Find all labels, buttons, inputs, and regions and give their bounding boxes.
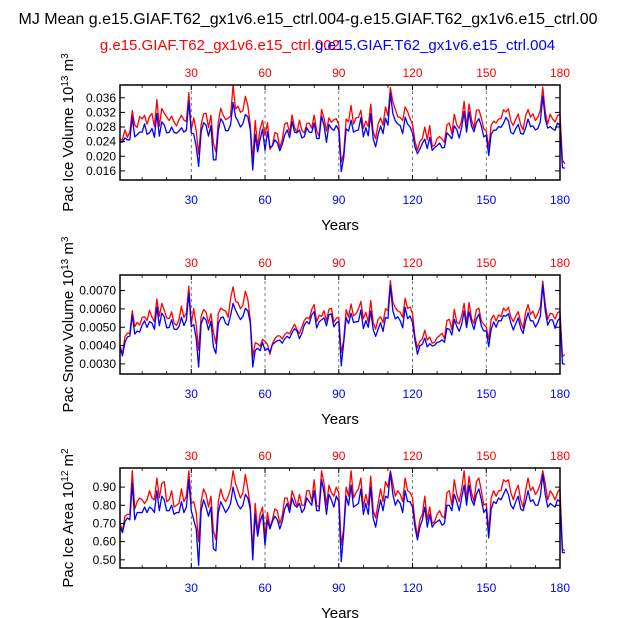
x-tick-label-top: 60 — [258, 66, 272, 80]
y-tick-label: 0.90 — [93, 480, 117, 494]
x-tick-label-bottom: 60 — [258, 387, 272, 401]
plot-frame — [119, 274, 561, 375]
x-tick-label-bottom: 120 — [402, 581, 422, 595]
x-tick-label-top: 150 — [476, 66, 496, 80]
y-tick-label: 0.0040 — [79, 339, 116, 353]
y-tick-label: 0.70 — [93, 516, 117, 530]
panels: 30 30 60 60 90 90 120 120 150 150 180 180 0.0160.020… — [60, 53, 571, 618]
x-tick-label-top: 120 — [402, 256, 422, 270]
x-tick-label-top: 60 — [258, 256, 272, 270]
x-tick-label-bottom: 30 — [185, 193, 199, 207]
x-tick-label-top: 120 — [402, 66, 422, 80]
x-tick-label-bottom: 60 — [258, 193, 272, 207]
y-tick-label: 0.020 — [86, 149, 116, 163]
x-tick-label-top: 30 — [185, 449, 199, 463]
y-axis-label: Pac Snow Volume 1013 m3 — [60, 236, 78, 412]
series-line-ctrl-004 — [119, 284, 566, 368]
x-tick-label-bottom: 180 — [550, 193, 570, 207]
y-tick-label: 0.60 — [93, 535, 117, 549]
x-axis-label: Years — [321, 217, 359, 234]
y-tick-label: 0.024 — [86, 135, 116, 149]
y-tick-label: 0.028 — [86, 120, 116, 134]
x-tick-label-bottom: 150 — [476, 193, 496, 207]
x-tick-label-top: 30 — [185, 66, 199, 80]
x-tick-label-top: 90 — [332, 66, 346, 80]
x-tick-label-top: 90 — [332, 449, 346, 463]
y-tick-label: 0.50 — [93, 553, 117, 567]
x-tick-label-bottom: 180 — [550, 581, 570, 595]
x-axis-label: Years — [321, 605, 359, 618]
x-tick-label-top: 120 — [402, 449, 422, 463]
y-axis-label: Pac Ice Volume 1013 m3 — [60, 53, 78, 212]
x-tick-label-bottom: 150 — [476, 581, 496, 595]
y-tick-label: 0.0030 — [79, 357, 116, 371]
x-tick-label-bottom: 150 — [476, 387, 496, 401]
chart-panel-2: 30 30 60 60 90 90 120 120 150 150 180 180 0.0030 0.00… — [60, 236, 571, 428]
series-line-ctrl-002 — [119, 470, 566, 552]
x-tick-label-top: 180 — [550, 256, 570, 270]
series-line-ctrl-004 — [119, 471, 565, 566]
x-tick-label-bottom: 30 — [185, 581, 199, 595]
x-tick-label-top: 90 — [332, 256, 346, 270]
chart-panel-3: 30 30 60 60 90 90 120 120 150 150 180 180 0.50 0.60 0.… — [60, 448, 571, 618]
x-tick-label-bottom: 120 — [402, 193, 422, 207]
x-tick-label-top: 150 — [476, 449, 496, 463]
x-tick-label-bottom: 120 — [402, 387, 422, 401]
x-tick-label-bottom: 60 — [258, 581, 272, 595]
x-tick-label-top: 150 — [476, 256, 496, 270]
x-tick-label-top: 30 — [185, 256, 199, 270]
y-tick-label: 0.032 — [86, 105, 116, 119]
y-tick-label: 0.0060 — [79, 302, 116, 316]
figure-title: MJ Mean g.e15.GIAF.T62_gx1v6.e15_ctrl.00… — [19, 11, 598, 28]
x-tick-label-bottom: 90 — [332, 193, 346, 207]
series-line-ctrl-002 — [119, 280, 566, 358]
plot-frame — [119, 467, 561, 569]
x-axis-label: Years — [321, 411, 359, 428]
chart-panel-1: 30 30 60 60 90 90 120 120 150 150 180 180 0.0160.020… — [60, 53, 571, 234]
legend-blue-label: g.e15.GIAF.T62_gx1v6.e15_ctrl.004 — [315, 37, 555, 54]
y-tick-label: 0.0070 — [79, 284, 116, 298]
y-axis-label: Pac Ice Area 1012 m2 — [60, 448, 78, 588]
x-tick-label-bottom: 90 — [332, 581, 346, 595]
series-line-ctrl-002 — [120, 84, 566, 165]
plot-frame — [119, 84, 561, 181]
x-tick-label-top: 180 — [550, 66, 570, 80]
legend-red-label: g.e15.GIAF.T62_gx1v6.e15_ctrl.002 — [100, 37, 340, 54]
x-tick-label-bottom: 30 — [185, 387, 199, 401]
y-tick-label: 0.036 — [86, 91, 116, 105]
x-tick-label-top: 180 — [550, 449, 570, 463]
y-tick-label: 0.016 — [86, 164, 116, 178]
y-tick-label: 0.80 — [93, 498, 117, 512]
x-tick-label-top: 60 — [258, 449, 272, 463]
y-tick-label: 0.0050 — [79, 320, 116, 334]
x-tick-label-bottom: 180 — [550, 387, 570, 401]
x-tick-label-bottom: 90 — [332, 387, 346, 401]
series-line-ctrl-004 — [119, 92, 566, 173]
